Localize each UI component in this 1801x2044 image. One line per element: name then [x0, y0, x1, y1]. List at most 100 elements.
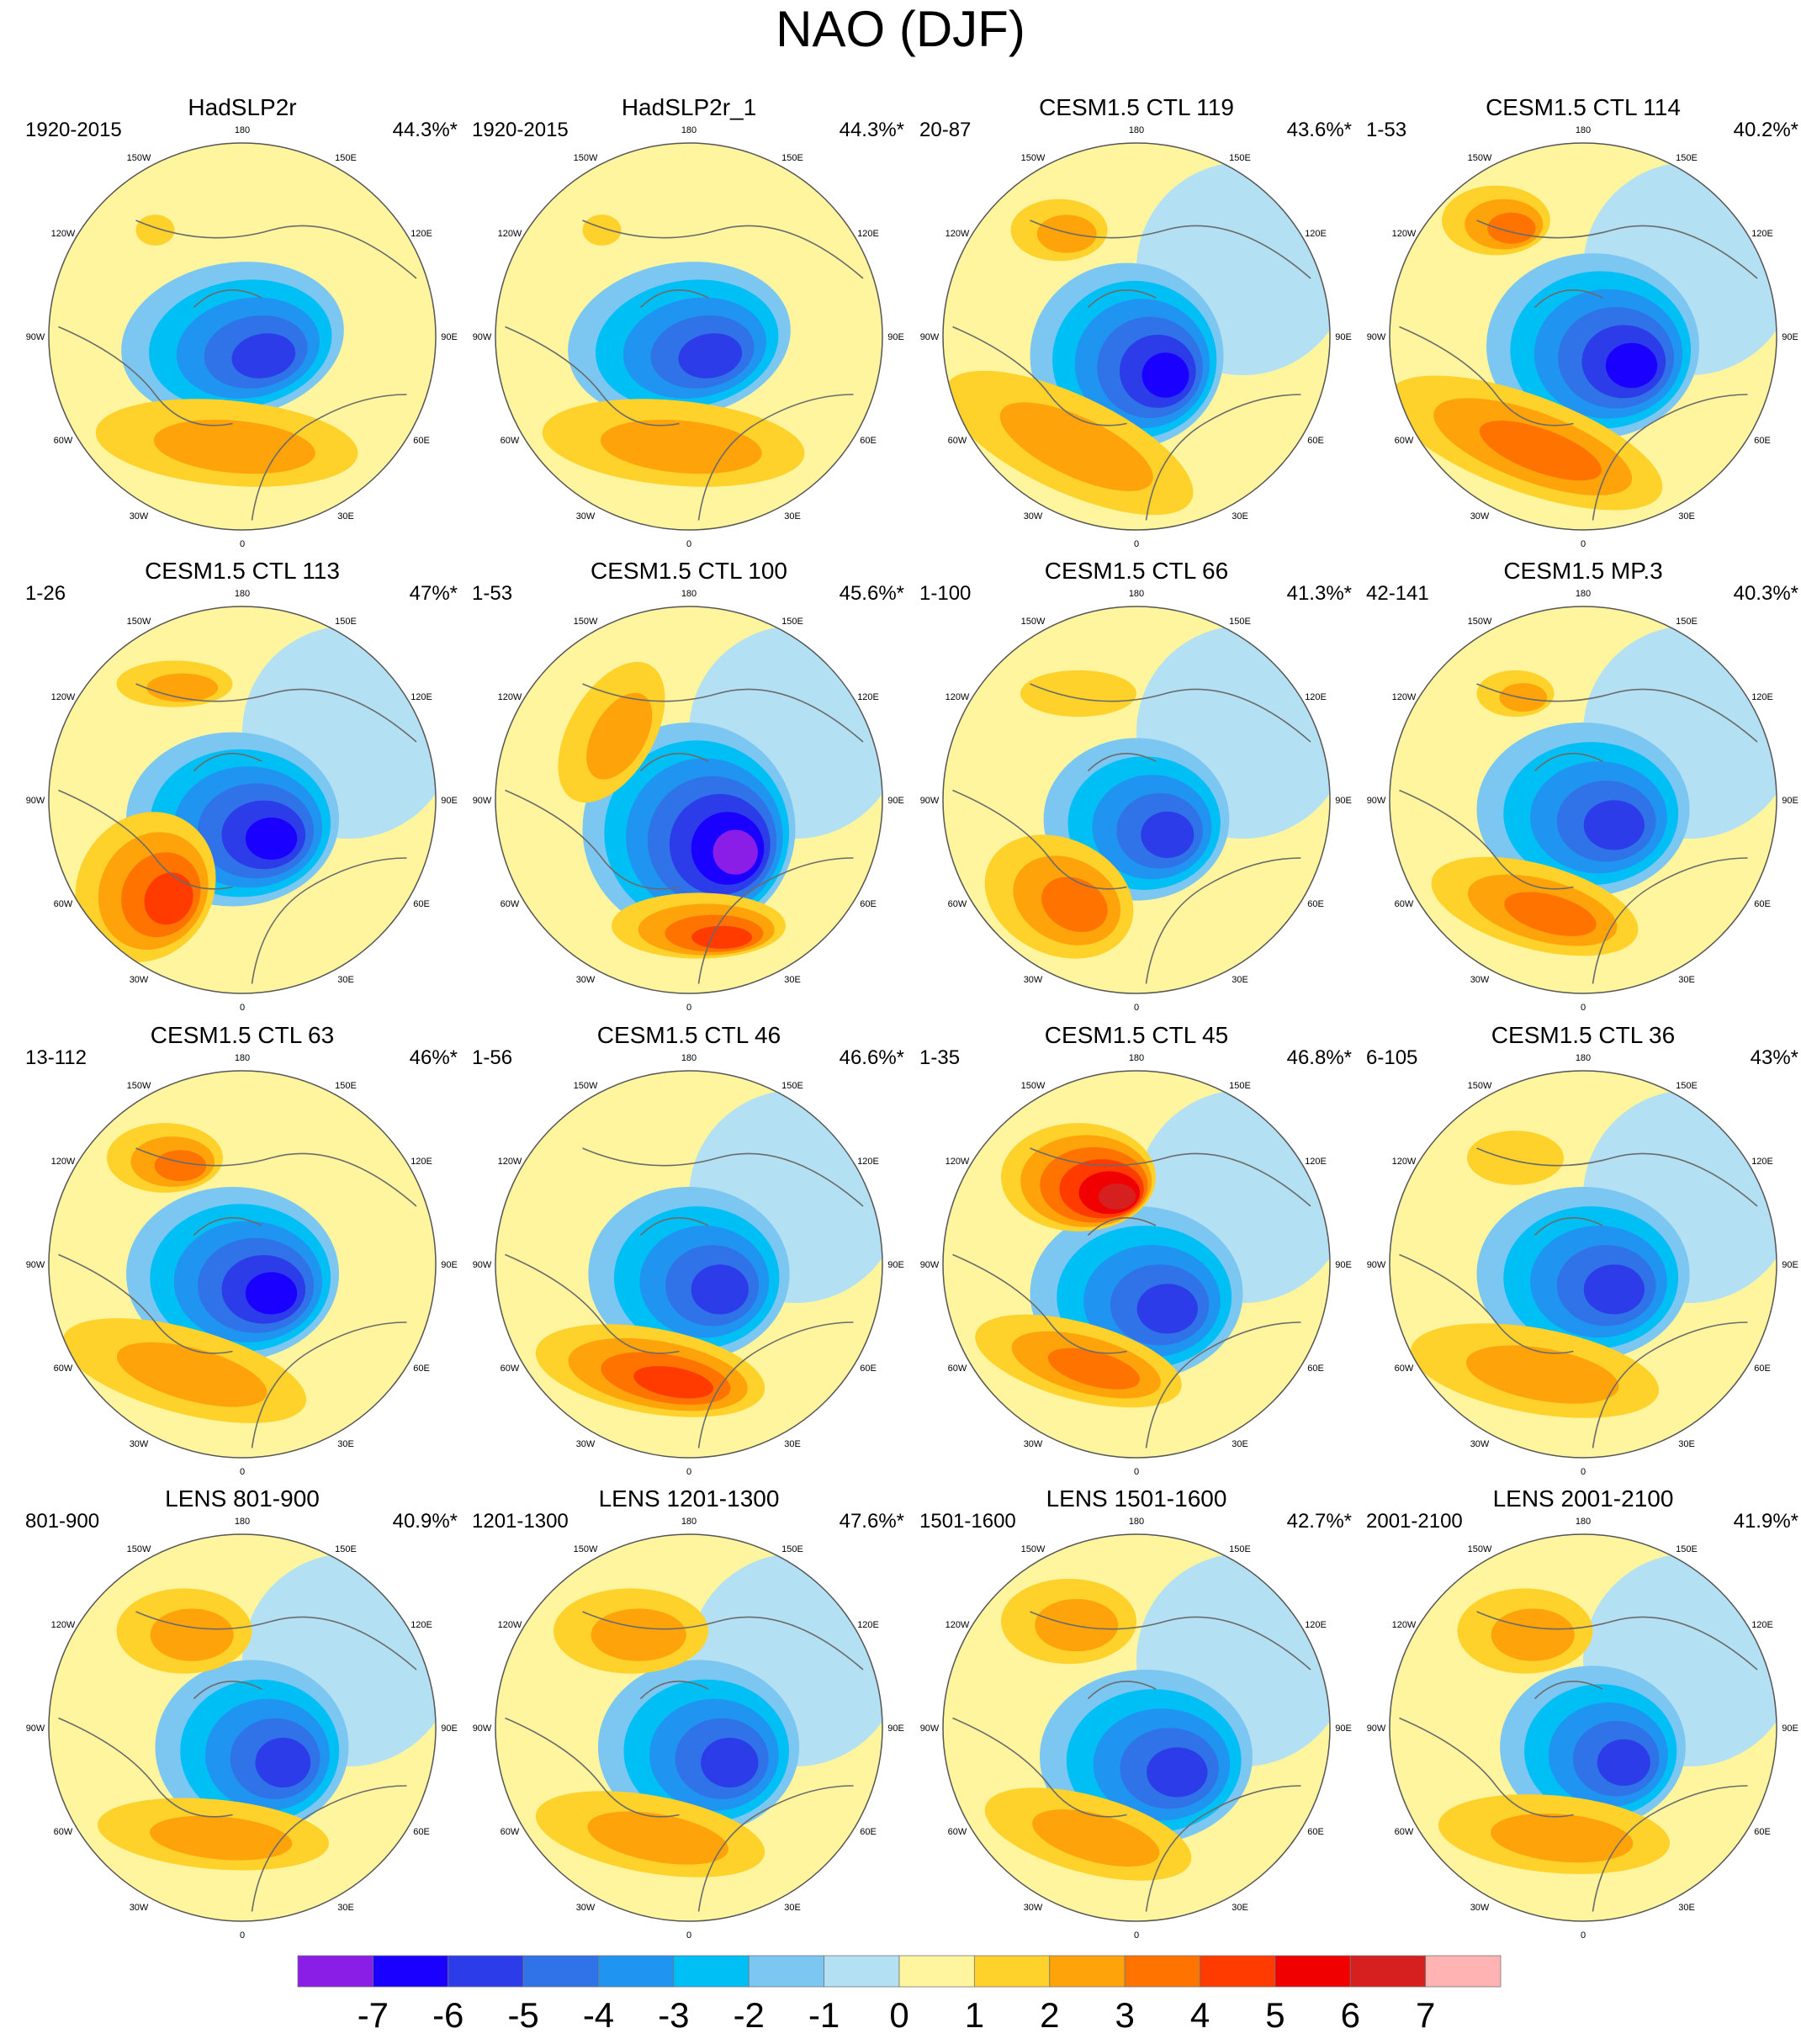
- longitude-label: 150W: [1021, 617, 1046, 627]
- longitude-label: 180: [1129, 1053, 1144, 1063]
- map-panel: CESM1.5 CTL 45 1-35 46.8%* 180 150E 120E 90E 60…: [913, 1020, 1360, 1485]
- coastline: [505, 1611, 864, 1912]
- polar-map: 180 150E 120E 90E 60E 30E 0 30W 60W 90W 120W 150W: [26, 1053, 458, 1477]
- panel-title: CESM1.5 MP.3: [1503, 558, 1663, 584]
- panel-title: CESM1.5 CTL 119: [1039, 94, 1234, 120]
- longitude-label: 180: [681, 589, 697, 599]
- colorbar-swatch: [824, 1955, 900, 1988]
- longitude-label: 0: [240, 1467, 245, 1477]
- high-pressure-contour: [1032, 1809, 1160, 1867]
- high-pressure-contour: [150, 1815, 293, 1861]
- longitude-label: 120W: [946, 1157, 970, 1167]
- longitude-label: 30W: [576, 511, 596, 522]
- colorbar-tick-label: 2: [1040, 1995, 1060, 2035]
- longitude-label: 30E: [784, 975, 801, 985]
- panel-period: 801-900: [25, 1510, 100, 1533]
- longitude-label: 90W: [26, 796, 45, 806]
- colorbar-tick-label: 4: [1189, 1995, 1210, 2035]
- panel-period: 1-35: [919, 1046, 961, 1069]
- longitude-label: 150E: [1676, 153, 1698, 163]
- panel-variance: 46.6%*: [839, 1046, 904, 1069]
- longitude-label: 90E: [1335, 796, 1352, 806]
- longitude-label: 60E: [1754, 1827, 1771, 1837]
- panel-period: 1-56: [472, 1046, 513, 1069]
- longitude-label: 120E: [857, 692, 879, 702]
- coastline: [952, 220, 1311, 521]
- map-panel: CESM1.5 CTL 66 1-100 41.3%* 180 150E 120E 90E 6…: [913, 556, 1360, 1020]
- longitude-label: 120E: [411, 692, 432, 702]
- longitude-label: 90W: [1367, 332, 1386, 342]
- longitude-label: 150W: [127, 617, 151, 627]
- longitude-label: 180: [1576, 1517, 1591, 1527]
- polar-map: 180 150E 120E 90E 60E 30E 0 30W 60W 90W 120W 150W: [26, 1517, 458, 1941]
- panel-period: 1-53: [472, 582, 513, 605]
- colorbar-tick-label: -1: [808, 1995, 840, 2035]
- high-pressure-contour: [1047, 1348, 1140, 1390]
- colorbar-swatch: [598, 1955, 675, 1988]
- longitude-label: 30W: [1470, 1439, 1490, 1449]
- longitude-label: 30W: [576, 975, 596, 985]
- longitude-label: 60E: [413, 1364, 430, 1374]
- longitude-label: 30E: [1232, 1903, 1248, 1913]
- longitude-label: 150W: [574, 153, 598, 163]
- longitude-label: 120E: [1305, 1620, 1327, 1630]
- longitude-label: 150E: [1676, 617, 1698, 627]
- coastline: [505, 1147, 864, 1448]
- coastline: [952, 1611, 1311, 1912]
- map-panel: HadSLP2r 1920-2015 44.3%* 180 150E 120E 90E 60E…: [19, 93, 466, 557]
- high-pressure-contour: [691, 925, 753, 949]
- colorbar-tick-label: 7: [1415, 1995, 1436, 2035]
- panel-period: 2001-2100: [1366, 1510, 1463, 1533]
- map-panel: LENS 1501-1600 1501-1600 42.7%* 180 150E 120E…: [913, 1484, 1360, 1948]
- longitude-label: 60E: [1754, 436, 1771, 446]
- longitude-label: 0: [686, 1930, 691, 1941]
- coastline: [952, 683, 1311, 984]
- low-pressure-contour: [255, 1737, 311, 1787]
- longitude-label: 30W: [130, 1439, 149, 1449]
- longitude-label: 120W: [51, 692, 76, 702]
- longitude-label: 120E: [411, 1620, 432, 1630]
- high-pressure-contour: [150, 1608, 234, 1661]
- map-boundary: [1389, 606, 1777, 994]
- longitude-label: 90W: [920, 332, 940, 342]
- longitude-label: 120W: [1392, 1620, 1417, 1630]
- map-panel: CESM1.5 CTL 36 6-105 43%* 180 150E 120E 90E 60E…: [1359, 1020, 1801, 1485]
- longitude-label: 150W: [574, 1081, 598, 1091]
- low-pressure-contour: [678, 333, 743, 379]
- longitude-label: 60W: [1395, 1364, 1414, 1374]
- polar-map: 180 150E 120E 90E 60E 30E 0 30W 60W 90W 120W 150W: [920, 125, 1352, 549]
- high-pressure-contour: [1491, 1608, 1575, 1661]
- coastline: [1399, 220, 1758, 521]
- longitude-label: 150W: [1021, 153, 1046, 163]
- panel-variance: 41.9%*: [1733, 1510, 1798, 1533]
- longitude-label: 120E: [1305, 692, 1327, 702]
- longitude-label: 30E: [337, 511, 354, 522]
- longitude-label: 150W: [574, 1544, 598, 1554]
- panel-variance: 41.3%*: [1286, 582, 1352, 605]
- polar-map: 180 150E 120E 90E 60E 30E 0 30W 60W 90W 120W 150W: [26, 589, 458, 1013]
- high-pressure-contour: [135, 214, 175, 246]
- longitude-label: 60W: [501, 899, 520, 909]
- panel-variance: 46.8%*: [1286, 1046, 1352, 1069]
- longitude-label: 30E: [784, 511, 801, 522]
- longitude-label: 120E: [857, 1157, 879, 1167]
- longitude-label: 120W: [1392, 1157, 1417, 1167]
- high-pressure-contour: [146, 673, 219, 702]
- longitude-label: 90E: [887, 1724, 904, 1734]
- longitude-label: 60E: [860, 1827, 877, 1837]
- longitude-label: 90E: [887, 796, 904, 806]
- longitude-label: 120W: [1392, 229, 1417, 239]
- longitude-label: 30W: [1024, 975, 1043, 985]
- longitude-label: 30W: [1470, 511, 1490, 522]
- longitude-label: 30W: [1024, 1439, 1043, 1449]
- high-pressure-contour: [1487, 212, 1536, 244]
- low-pressure-contour: [691, 1264, 749, 1315]
- polar-map: 180 150E 120E 90E 60E 30E 0 30W 60W 90W 120W 150W: [1367, 1517, 1798, 1941]
- longitude-label: 180: [1129, 125, 1144, 135]
- colorbar-tick-label: 0: [889, 1995, 909, 2035]
- map-boundary: [495, 1070, 883, 1459]
- longitude-label: 60W: [54, 1364, 73, 1374]
- longitude-label: 120W: [51, 229, 76, 239]
- longitude-label: 150W: [127, 153, 151, 163]
- longitude-label: 30W: [576, 1903, 596, 1913]
